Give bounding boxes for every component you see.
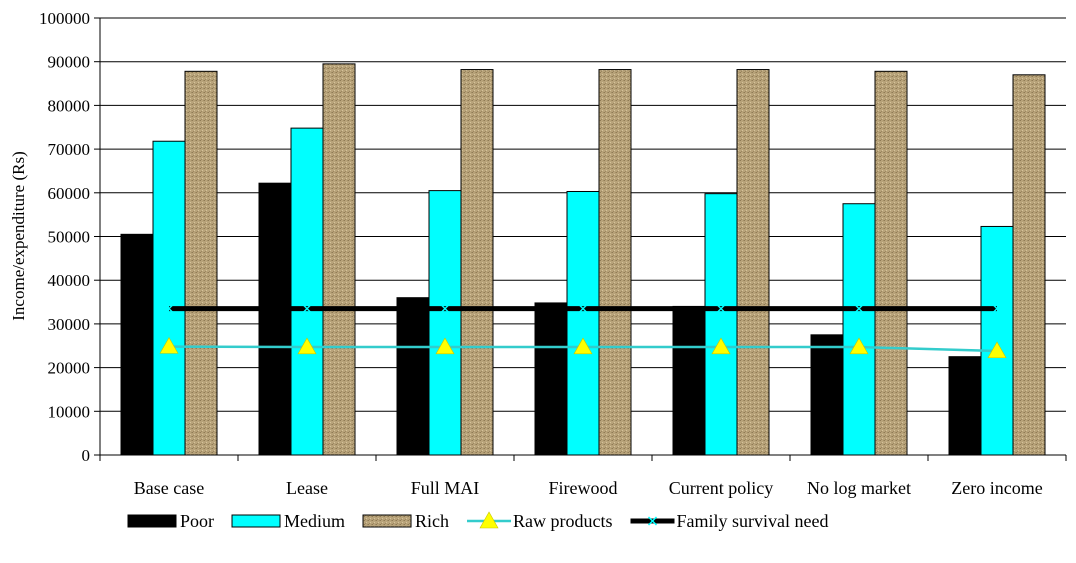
- bar-medium: [428, 190, 462, 456]
- bars: [120, 63, 1046, 456]
- legend-swatch: [127, 514, 177, 528]
- legend-swatch: [362, 514, 412, 528]
- bar-rich: [322, 63, 356, 456]
- bar-poor: [948, 356, 982, 456]
- legend-label: Medium: [284, 511, 345, 531]
- y-tick-label: 40000: [48, 271, 91, 290]
- bar-poor: [534, 302, 568, 456]
- marker-family-survival-need: [440, 304, 450, 314]
- marker-raw-products: [987, 341, 1007, 359]
- marker-raw-products: [573, 337, 593, 355]
- x-tick-label: Firewood: [549, 478, 618, 498]
- bar-rich: [874, 70, 908, 456]
- y-tick-label: 60000: [48, 184, 91, 203]
- x-tick-label: Full MAI: [411, 478, 480, 498]
- bar-medium: [152, 140, 186, 456]
- marker-family-survival-need: [992, 304, 1002, 314]
- bar-rich: [1012, 74, 1046, 456]
- marker-raw-products: [159, 337, 179, 354]
- bar-poor: [810, 334, 844, 456]
- marker-family-survival-need: [578, 304, 588, 314]
- bar-medium: [566, 190, 600, 456]
- marker-family-survival-need: [854, 304, 864, 314]
- y-tick-label: 30000: [48, 315, 91, 334]
- legend-marker: [479, 511, 499, 529]
- bar-poor: [672, 305, 706, 456]
- y-tick-label: 50000: [48, 228, 91, 247]
- legend-marker: [647, 516, 658, 526]
- bar-medium: [980, 225, 1014, 456]
- axis-labels: 0 10000 20000 30000 40000 50000 60000 70000 8000…: [39, 9, 1043, 498]
- bar-poor: [120, 233, 154, 456]
- legend-item-poor: Poor: [127, 511, 214, 531]
- legend-item-family-survival-need: Family survival need: [630, 511, 829, 531]
- y-tick-label: 10000: [48, 402, 91, 421]
- x-tick-label: Base case: [134, 478, 204, 498]
- y-tick-label: 100000: [39, 9, 90, 28]
- x-tick-label: Current policy: [669, 478, 773, 498]
- legend-item-rich: Rich: [362, 511, 449, 531]
- bar-medium: [290, 127, 324, 456]
- marker-raw-products: [297, 337, 317, 355]
- y-tick-label: 70000: [48, 140, 91, 159]
- legend-swatch: [231, 514, 281, 528]
- legend-label: Family survival need: [677, 511, 829, 531]
- y-axis-title: Income/expenditure (Rs): [9, 151, 28, 320]
- x-tick-label: No log market: [807, 478, 911, 498]
- legend-item-medium: Medium: [231, 511, 345, 531]
- marker-family-survival-need: [164, 304, 174, 314]
- legend: Poor Medium Rich Raw products Family surviva…: [127, 511, 829, 531]
- marker-raw-products: [849, 337, 869, 355]
- series-lines: [159, 304, 1007, 359]
- x-tick-label: Zero income: [951, 478, 1042, 498]
- bar-poor: [396, 297, 430, 456]
- y-tick-label: 0: [82, 446, 91, 465]
- legend-label: Raw products: [513, 511, 612, 531]
- marker-raw-products: [435, 337, 455, 355]
- marker-raw-products: [711, 337, 731, 355]
- x-tick-label: Lease: [286, 478, 328, 498]
- bar-rich: [598, 69, 632, 456]
- axes: [94, 17, 1067, 461]
- y-tick-label: 90000: [48, 53, 91, 72]
- legend-label: Rich: [415, 511, 449, 531]
- bar-poor: [258, 182, 292, 456]
- bar-rich: [184, 70, 218, 456]
- marker-family-survival-need: [302, 304, 312, 314]
- marker-family-survival-need: [716, 304, 726, 314]
- y-tick-label: 80000: [48, 96, 91, 115]
- bar-rich: [460, 69, 494, 456]
- legend-item-raw-products: Raw products: [467, 511, 613, 531]
- legend-label: Poor: [180, 511, 214, 531]
- bar-medium: [842, 203, 876, 456]
- bar-rich: [736, 69, 770, 456]
- y-tick-label: 20000: [48, 359, 91, 378]
- bar-medium: [704, 193, 738, 456]
